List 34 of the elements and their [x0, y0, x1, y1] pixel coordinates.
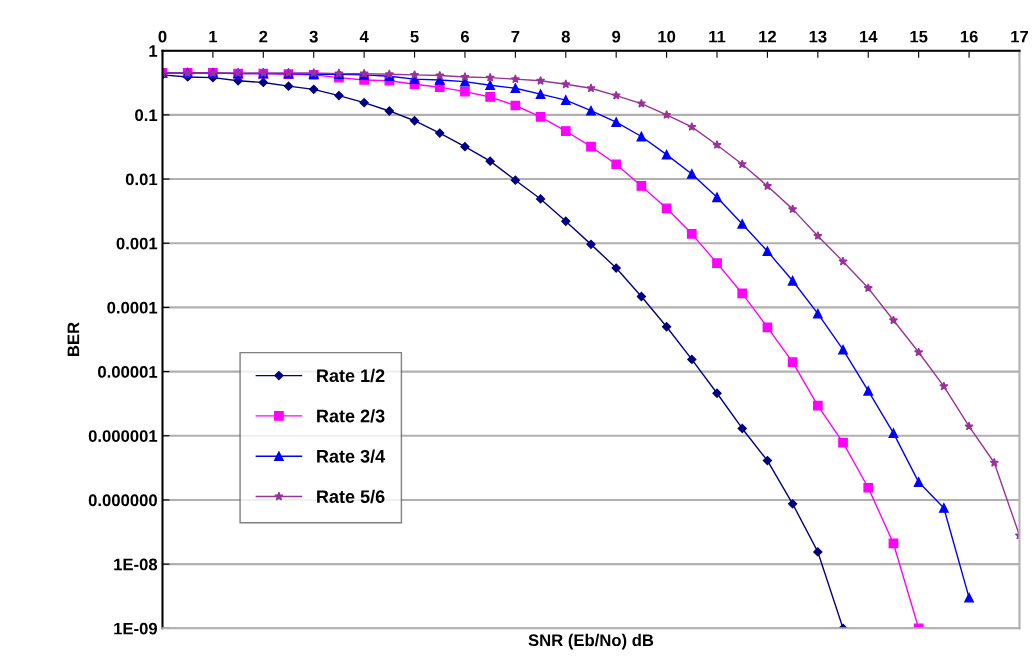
y-tick-label: 0.01	[125, 173, 158, 186]
x-tick-label: 11	[709, 30, 726, 43]
x-tick-label: 15	[910, 30, 928, 43]
y-tick-label: 0.1	[135, 109, 158, 122]
y-tick-label: 0.000001	[88, 430, 158, 442]
legend-label: Rate 1/2	[317, 368, 385, 383]
x-tick-label: 10	[658, 30, 676, 43]
y-tick-label: 0.0001	[107, 301, 158, 314]
x-tick-label: 1	[209, 30, 218, 43]
x-tick-label: 16	[960, 30, 978, 43]
x-tick-label: 4	[359, 30, 369, 43]
y-tick-label: 1	[149, 45, 158, 57]
x-tick-label: 17	[1011, 30, 1029, 43]
x-axis-title: SNR (Eb/No) dB	[528, 633, 654, 650]
x-tick-label: 0	[158, 30, 167, 43]
y-tick-label: 0.000000	[88, 494, 157, 507]
x-tick-label: 2	[259, 30, 268, 43]
y-tick-label: 0.00001	[98, 365, 158, 378]
y-tick-label: 0.001	[116, 237, 158, 250]
x-tick-label: 13	[809, 30, 827, 43]
y-tick-label: 1E-08	[114, 558, 158, 571]
x-tick-label: 6	[460, 30, 469, 43]
x-tick-label: 8	[561, 30, 570, 43]
x-tick-label: 3	[309, 30, 318, 43]
y-tick-label: 1E-09	[114, 622, 158, 635]
x-tick-label: 9	[612, 30, 621, 43]
x-tick-label: 7	[511, 30, 520, 43]
legend-label: Rate 3/4	[317, 449, 386, 463]
legend-label: Rate 5/6	[317, 489, 385, 504]
x-tick-label: 5	[410, 30, 419, 43]
x-tick-label: 12	[759, 30, 777, 43]
x-tick-label: 14	[860, 30, 878, 43]
y-axis-title: BER	[67, 322, 80, 356]
legend-label: Rate 2/3	[317, 409, 385, 423]
